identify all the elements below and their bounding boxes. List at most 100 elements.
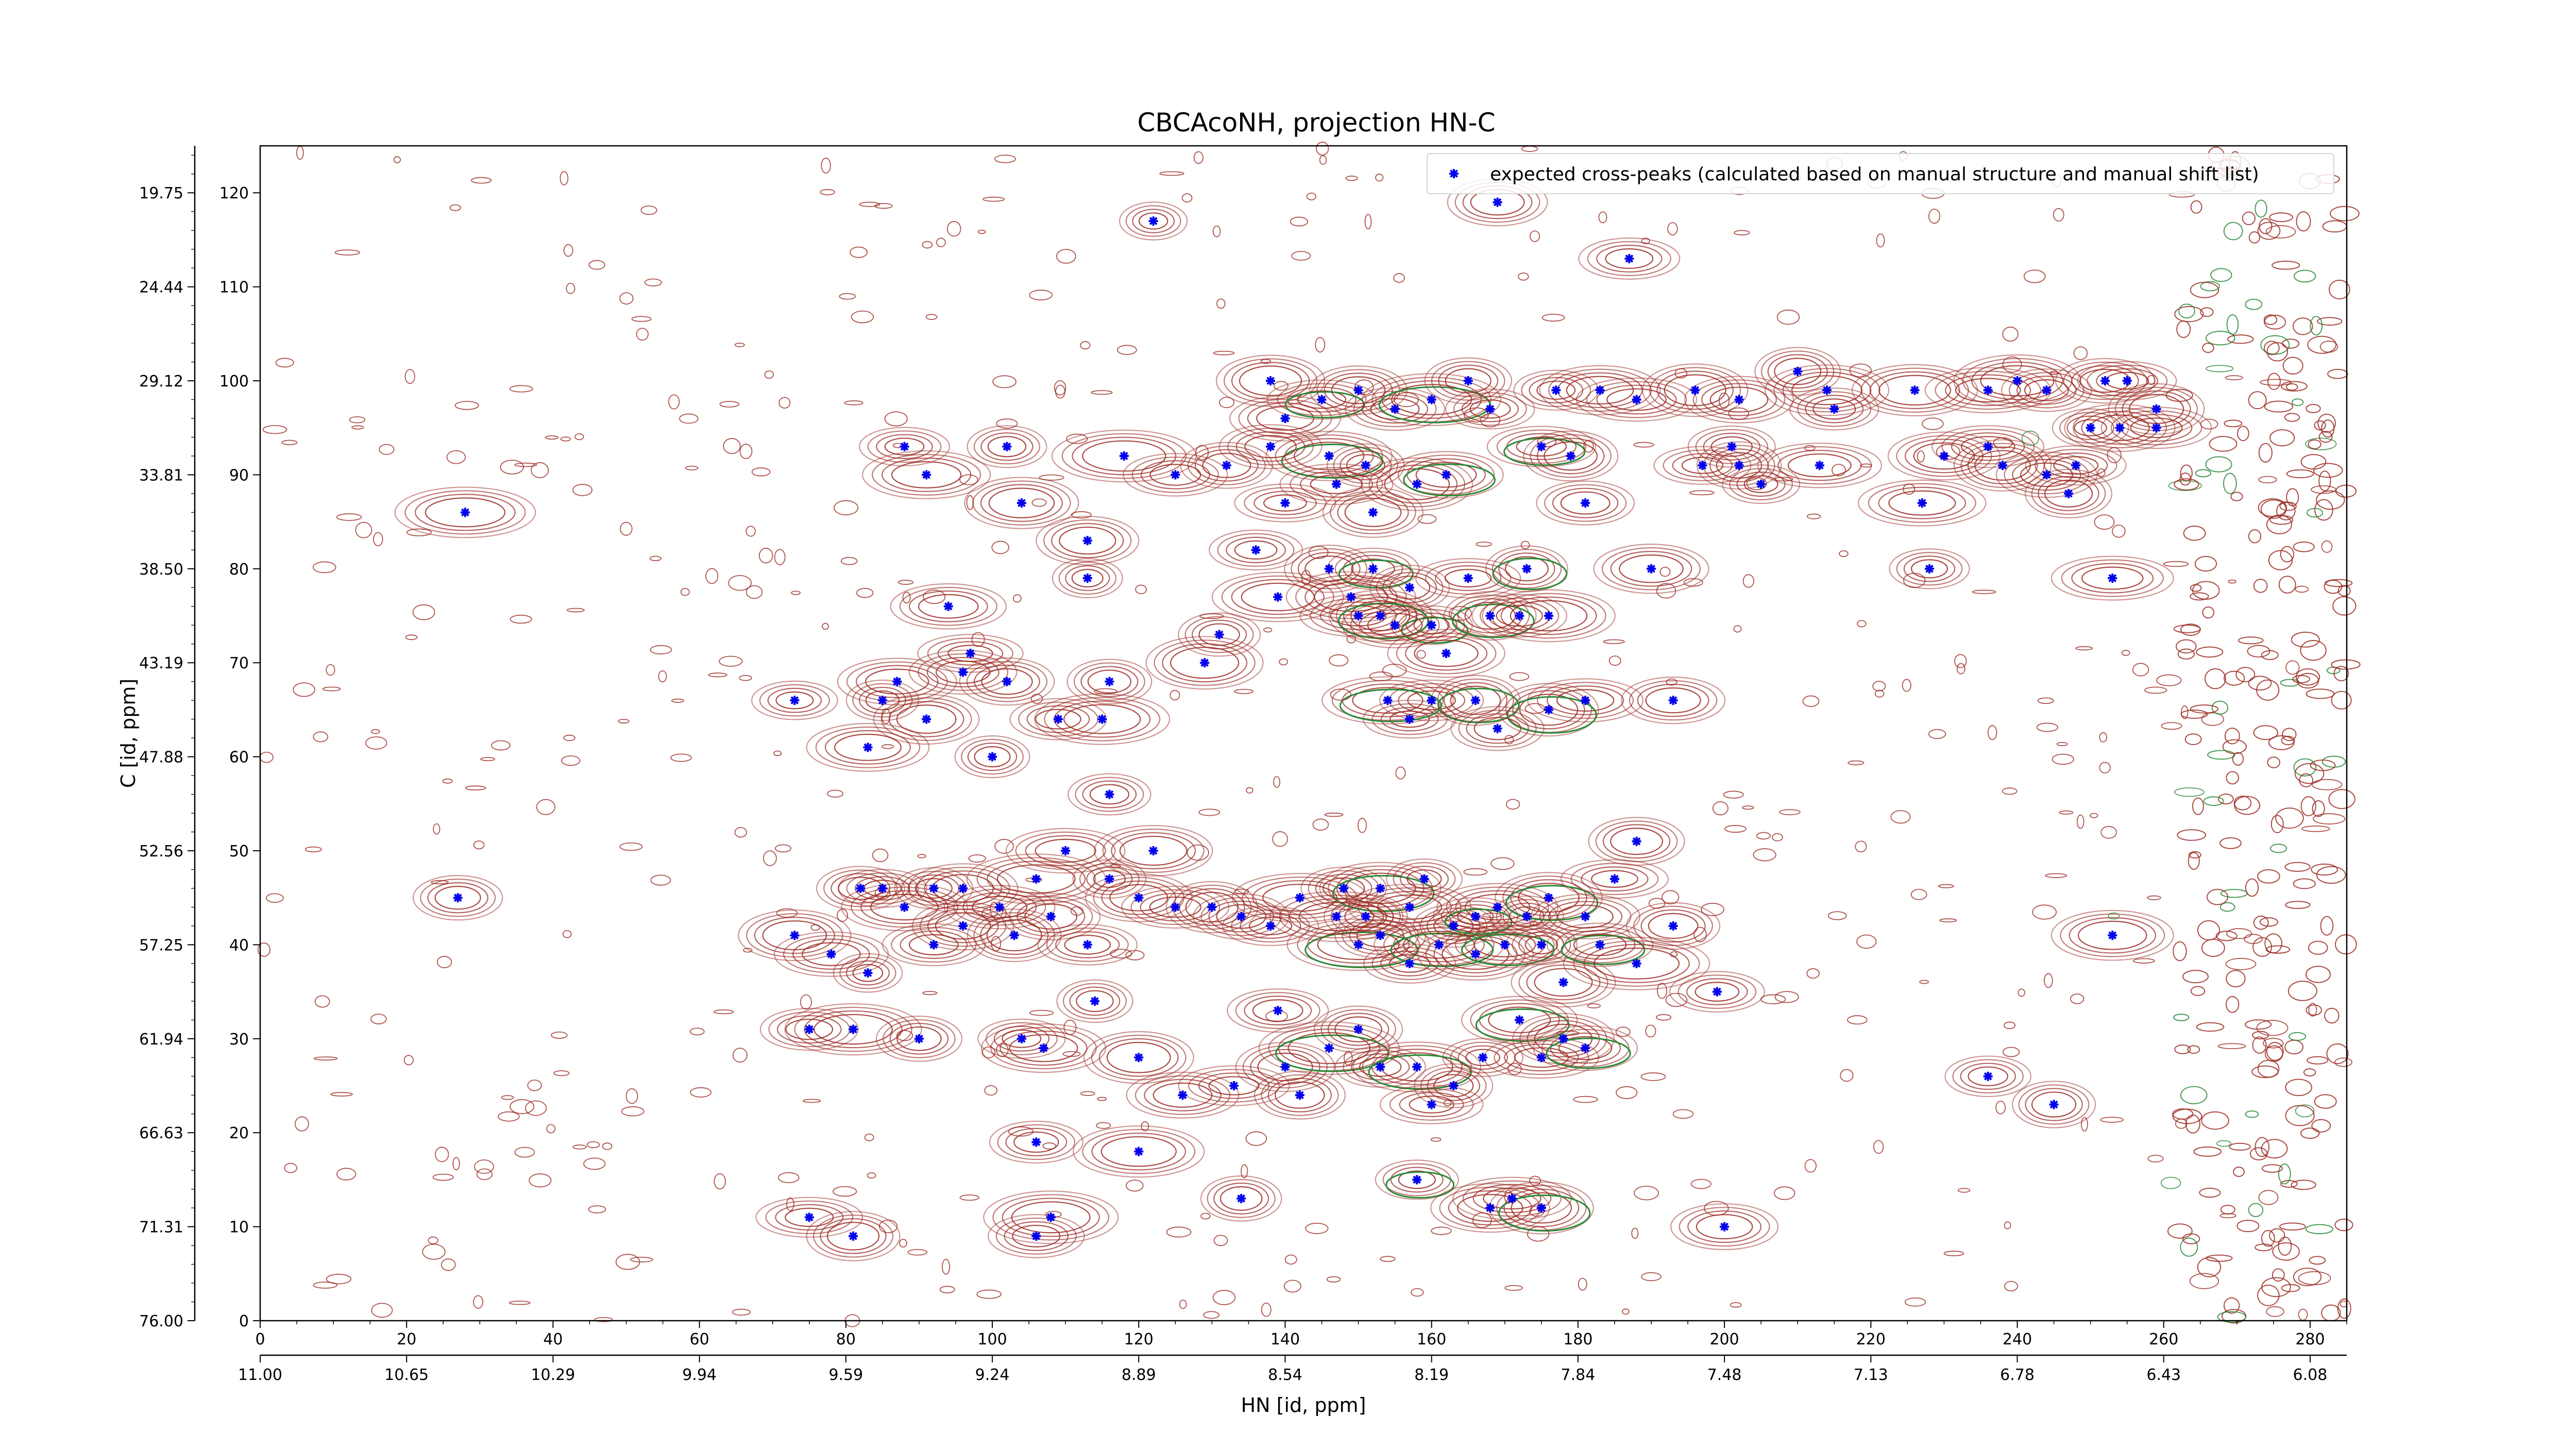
noise-contour (2056, 742, 2068, 747)
noise-contour (2306, 1004, 2323, 1016)
noise-contour (2094, 514, 2115, 530)
contour-ring (987, 861, 1086, 898)
noise-contour (2272, 260, 2300, 270)
cross-peak-marker (1039, 1043, 1048, 1053)
x2-tick-label: 7.48 (1707, 1366, 1742, 1384)
noise-contour (2306, 688, 2335, 699)
contour-ring (888, 701, 964, 738)
noise-contour (281, 440, 298, 445)
x-tick-label: 240 (2003, 1330, 2032, 1349)
contour-ring (2074, 419, 2107, 436)
contour-ring (814, 1014, 893, 1045)
contour-ring (1244, 435, 1297, 459)
contour-ring (2061, 559, 2164, 597)
noise-contour (1054, 380, 1066, 396)
contour-ring (1036, 515, 1140, 566)
contour-ring (1444, 569, 1492, 588)
noise-contour (2270, 815, 2284, 833)
contour-ring (1234, 483, 1336, 523)
noise-contour (498, 1111, 520, 1122)
contour-ring (1140, 460, 1210, 490)
contour-ring (1144, 1079, 1222, 1111)
noise-contour (739, 444, 753, 459)
noise-contour (2225, 996, 2240, 1013)
contour-ring (983, 1190, 1119, 1244)
cross-peak-marker (1815, 461, 1824, 470)
noise-contour (313, 731, 329, 743)
cross-peak-marker (1595, 385, 1605, 395)
cross-peak-marker (1002, 442, 1012, 451)
contour-ring (1132, 209, 1175, 233)
noise-contour (2284, 413, 2300, 422)
contour-ring (1211, 571, 1344, 622)
noise-contour (1029, 1009, 1054, 1016)
cross-peak-marker (1280, 1062, 1290, 1072)
noise-contour (1670, 951, 1678, 957)
cross-peak-marker (1449, 1081, 1459, 1090)
noise-contour (2316, 490, 2345, 510)
noise-contour (2292, 317, 2313, 335)
contour-ring (967, 425, 1047, 468)
noise-contour (917, 854, 927, 858)
cross-peak-marker (1353, 385, 1363, 395)
noise-contour (471, 177, 492, 184)
cross-peak-marker (1544, 611, 1554, 620)
contour-ring (883, 1019, 956, 1058)
noise-contour (1874, 689, 1885, 698)
noise-contour (2307, 335, 2337, 354)
noise-contour (827, 789, 844, 798)
y-tick-label: 0 (239, 1312, 249, 1330)
contour-ring (918, 594, 979, 619)
contour-ring (1461, 396, 1519, 423)
cross-peak-marker (892, 677, 902, 686)
noise-contour (1330, 688, 1351, 701)
contour-ring (785, 1018, 834, 1040)
contour-ring (1344, 905, 1387, 929)
contour-ring (1375, 1159, 1459, 1200)
cross-peak-marker (1376, 931, 1385, 940)
contour-ring (1642, 363, 1749, 417)
noise-contour (1319, 155, 1327, 165)
noise-contour (2281, 735, 2295, 746)
noise-contour (2285, 1079, 2313, 1097)
contour-ring (1445, 368, 1492, 394)
contour-ring (1716, 452, 1762, 479)
noise-contour (821, 157, 831, 174)
noise-contour (881, 744, 894, 749)
noise-contour (563, 734, 575, 742)
noise-contour (1856, 620, 1867, 628)
noise-contour (1382, 664, 1407, 677)
noise-contour (553, 1070, 570, 1076)
noise-contour (2299, 773, 2314, 787)
contour-ring (1488, 1006, 1551, 1034)
noise-contour (2293, 269, 2316, 283)
contour-ring (1430, 1183, 1550, 1233)
noise-contour (2310, 316, 2323, 336)
contour-ring (911, 901, 1014, 951)
cross-peak-marker (1624, 254, 1634, 263)
cross-peak-marker (1361, 461, 1370, 470)
contour-ring (962, 892, 1037, 922)
contour-ring (751, 680, 838, 720)
contour-ring (1279, 463, 1394, 505)
contour-ring (894, 867, 974, 909)
cross-peak-marker (1353, 611, 1363, 620)
contour-ring (1389, 710, 1430, 728)
contour-ring (927, 637, 1013, 669)
contour-ring (1362, 373, 1502, 426)
noise-contour (2332, 596, 2357, 616)
noise-contour (1364, 214, 1372, 230)
noise-contour (2188, 851, 2201, 859)
contour-ring (2069, 917, 2157, 954)
noise-contour (2176, 320, 2191, 338)
noise-contour (2326, 1043, 2349, 1065)
contour-ring (1219, 1186, 1263, 1211)
noise-contour (1587, 1003, 1601, 1008)
contour-ring (425, 497, 506, 528)
contour-ring (1888, 490, 1956, 516)
contour-ring (1458, 710, 1537, 748)
contour-ring (884, 437, 925, 456)
noise-contour (2253, 915, 2269, 930)
cross-peak-marker (1353, 1024, 1363, 1034)
noise-contour (2224, 728, 2240, 745)
